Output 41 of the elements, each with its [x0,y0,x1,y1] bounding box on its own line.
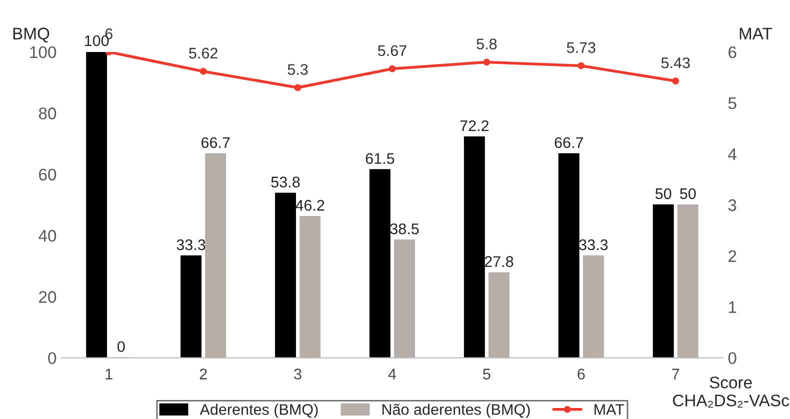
data-label: 50 [655,188,672,200]
y-tick-label: 100 [30,46,56,58]
y-tick-label: 80 [38,108,56,120]
data-label: 5.73 [566,42,596,53]
y-tick-label: 60 [39,168,56,181]
data-label: 0 [117,341,125,352]
data-label: 50 [680,188,696,200]
y2-tick-label: 3 [728,199,736,212]
x-tick-label: 5 [483,368,490,380]
y2-axis-title: MAT [740,28,772,40]
data-label: 38.5 [390,223,419,234]
y-tick-label: 40 [38,230,56,242]
x-tick-label: 4 [388,368,396,380]
y2-tick-label: 6 [728,46,736,58]
legend-label: MAT [594,404,624,415]
data-label: 61.5 [366,153,394,164]
data-label: 5.3 [288,64,308,75]
y2-tick-label: 0 [728,352,736,364]
legend-label: Aderentes (BMQ) [200,404,318,418]
legend-label: Não aderentes (BMQ) [382,404,530,418]
data-label: 5.67 [378,45,406,56]
data-label: 66.7 [554,137,583,148]
y2-tick-label: 2 [728,250,736,262]
y-tick-label: 0 [48,352,56,364]
y2-tick-label: 5 [728,98,736,110]
data-label: 33.3 [176,239,206,250]
x-tick-label: 6 [578,368,585,380]
y2-tick-label: 1 [728,301,736,313]
data-label: 53.8 [271,176,300,188]
y-tick-label: 20 [39,291,56,303]
x-tick-label: 1 [106,368,112,380]
data-label: 5.8 [476,38,497,50]
x-tick-label: 3 [294,368,302,380]
data-label: 66.7 [202,137,230,148]
data-label: 72.2 [460,120,489,132]
x-tick-label: 2 [200,368,207,380]
y-axis-title: BMQ [13,28,50,42]
y2-tick-label: 4 [728,148,736,160]
data-label: 5.62 [189,48,218,59]
x-tick-label: 7 [672,368,680,380]
data-label: 5.43 [661,57,690,68]
